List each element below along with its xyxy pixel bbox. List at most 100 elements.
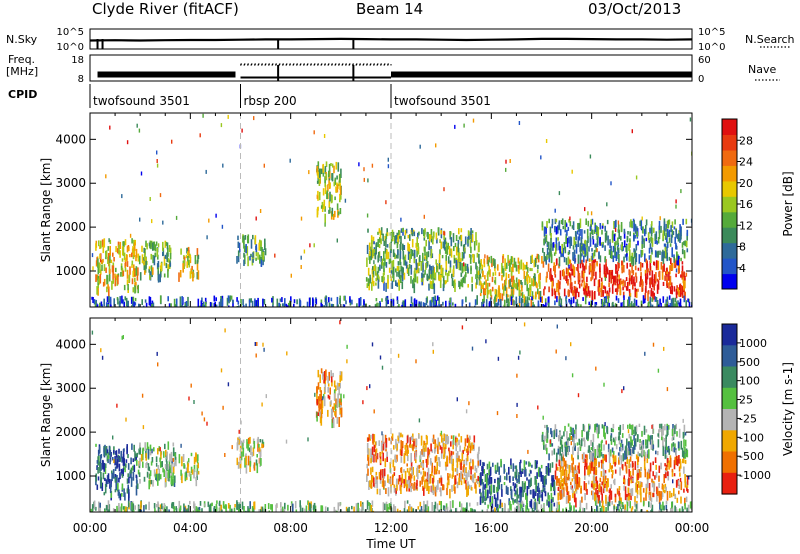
velocity-cell-9-190: [426, 500, 429, 508]
power-cell-6-28: [490, 294, 493, 300]
power-cell-9-372: [617, 298, 620, 303]
power-cell-5-418: [401, 266, 403, 274]
power-cell-7-235: [679, 291, 681, 298]
power-cell-9-16: [665, 299, 667, 305]
velocity-cell-5-431: [466, 448, 468, 453]
velocity-cell-0-68: [118, 456, 121, 463]
power-cell-7-267: [583, 265, 586, 274]
velocity-cell-8-313: [678, 428, 681, 438]
velocity-cell-8-194: [562, 452, 564, 457]
velocity-speck-31: [651, 424, 653, 429]
power-cell-9-458: [385, 296, 388, 303]
velocity-cell-0-144: [119, 457, 121, 462]
power-cell-9-429: [152, 302, 155, 307]
power-cell-5-57: [377, 266, 380, 273]
velocity-cell-8-175: [610, 427, 613, 433]
power-cell-8-60: [616, 246, 619, 251]
velocity-cell-5-333: [427, 486, 430, 494]
velocity-cell-7-102: [597, 487, 600, 494]
velocity-cell-5-161: [397, 435, 399, 442]
power-cell-8-217: [628, 243, 630, 251]
velocity-cell-4-86: [333, 389, 336, 395]
velocity-cell-0-133: [126, 488, 129, 494]
power-cell-7-214: [644, 269, 647, 277]
power-cell-6-54: [510, 287, 513, 297]
power-cell-8-254: [613, 221, 615, 229]
power-cell-6-92: [510, 270, 513, 277]
power-cell-7-156: [608, 287, 611, 293]
power-cell-7-197: [594, 291, 596, 300]
velocity-cell-6-56: [548, 495, 550, 504]
power-cell-8-303: [583, 230, 586, 234]
velocity-speck-25: [238, 429, 240, 434]
velocity-cell-0-14: [101, 482, 104, 491]
power-cell-8-323: [633, 234, 635, 242]
power-speck-24: [255, 216, 257, 221]
velocity-cell-2-4: [181, 456, 183, 467]
power-cell-9-3: [290, 296, 292, 303]
power-cell-8-39: [685, 240, 688, 248]
velocity-cell-6-91: [529, 483, 531, 487]
power-cell-6-103: [494, 259, 496, 269]
velocity-cell-6-224: [550, 503, 553, 512]
power-cell-7-233: [559, 281, 561, 290]
velocity-cell-1-26: [142, 450, 144, 461]
power-cell-4-8: [316, 180, 319, 184]
velocity-cell-9-242: [419, 501, 422, 507]
power-cell-0-65: [121, 258, 124, 262]
velocity-cell-5-16: [468, 437, 470, 444]
velocity-cell-3-34: [256, 454, 258, 458]
velocity-cell-9-437: [462, 507, 465, 512]
power-cell-7-332: [605, 259, 607, 266]
power-cell-0-32: [101, 239, 104, 248]
velocity-cell-9-305: [118, 505, 120, 512]
velocity-cell-9-405: [370, 505, 373, 512]
velocity-cell-9-289: [131, 502, 133, 512]
velocity-cell-3-1: [252, 447, 255, 456]
velocity-cell-8-162: [594, 424, 596, 433]
power-cell-9-389: [401, 304, 403, 307]
power-cell-9-235: [203, 301, 205, 307]
power-cell-8-278: [586, 245, 588, 256]
power-cell-5-445: [416, 247, 418, 251]
velocity-cell-8-172: [683, 424, 686, 434]
velocity-speck-34: [415, 359, 417, 364]
power-cell-5-399: [397, 261, 400, 266]
power-cell-9-305: [209, 302, 212, 307]
power-cell-5-242: [449, 231, 451, 237]
power-cell-5-438: [365, 277, 368, 282]
velocity-cell-6-134: [550, 492, 553, 502]
velocity-cell-6-220: [488, 461, 491, 469]
power-cell-7-282: [625, 277, 628, 281]
power-cell-9-449: [272, 304, 274, 307]
power-cell-0-107: [122, 270, 125, 277]
velocity-cell-7-406: [653, 483, 655, 493]
velocity-cell-5-114: [446, 487, 448, 496]
power-cell-6-118: [533, 278, 535, 286]
power-cell-6-124: [501, 265, 504, 274]
power-cell-7-199: [553, 288, 556, 295]
power-cell-0-119: [118, 244, 120, 255]
power-cell-6-117: [537, 288, 539, 295]
power-cell-4-56: [329, 191, 331, 202]
velocity-cell-9-334: [198, 506, 201, 510]
power-cell-8-400: [676, 251, 678, 261]
velocity-cell-0-145: [99, 462, 101, 471]
velocity-cell-7-279: [594, 455, 596, 465]
velocity-cell-5-284: [463, 477, 466, 484]
velocity-cell-9-179: [162, 506, 164, 511]
velocity-cell-8-69: [596, 445, 599, 451]
velocity-cell-9-447: [99, 502, 101, 508]
velocity-cell-8-206: [664, 450, 667, 459]
velocity-cell-7-238: [685, 496, 688, 503]
velocity-cell-7-222: [654, 475, 656, 480]
velocity-cell-5-306: [382, 434, 384, 444]
velocity-cell-0-57: [136, 452, 138, 458]
velocity-cell-8-16: [579, 444, 582, 449]
power-speck-37: [363, 167, 365, 172]
velocity-cell-4-28: [334, 404, 337, 411]
power-cell-6-135: [511, 282, 514, 287]
power-cell-9-336: [612, 304, 615, 307]
velocity-speck-20: [255, 353, 257, 358]
power-cell-7-316: [660, 262, 663, 270]
